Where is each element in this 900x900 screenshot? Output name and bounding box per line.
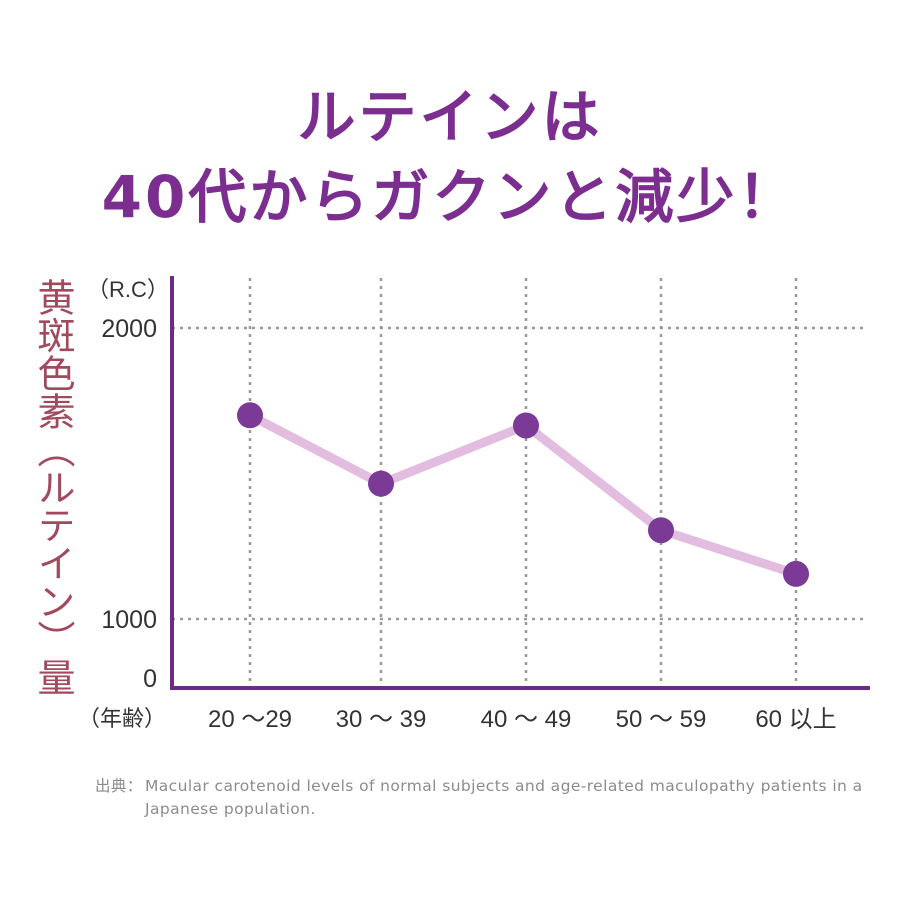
series-lutein [237, 402, 809, 587]
data-point-4 [648, 517, 674, 544]
data-point-1 [237, 402, 263, 429]
y-axis-label: 黄斑色素（ルテイン）量 [31, 278, 75, 696]
tick-labels: （R.C） （年齢） 2000 1000 0 20 ～29 30 ～ 39 40 ～ 49… [78, 277, 837, 733]
x-axis-unit: （年齢） [78, 706, 166, 731]
x-tick-label: 60 以上 [755, 706, 836, 733]
x-tick-label: 20 ～29 [208, 706, 292, 733]
source-text: Macular carotenoid levels of normal subj… [145, 777, 863, 818]
data-point-5 [783, 560, 809, 587]
chart-title-line-1: ルテインは [297, 83, 603, 151]
data-point-3 [513, 412, 539, 439]
x-tick-label: 50 ～ 59 [616, 706, 707, 733]
y-tick-label: 0 [143, 665, 157, 693]
x-tick-label: 30 ～ 39 [336, 706, 427, 733]
chart-title-line-2: 40代からガクンと減少！ [101, 163, 799, 231]
y-tick-label: 1000 [101, 606, 157, 634]
axes [170, 276, 870, 690]
y-tick-label: 2000 [101, 315, 157, 343]
y-axis-unit: （R.C） [87, 277, 169, 302]
x-tick-label: 40 ～ 49 [481, 706, 572, 733]
source-label: 出典： [95, 777, 143, 795]
data-point-2 [368, 470, 394, 497]
gridlines [172, 278, 866, 688]
series-line [245, 410, 801, 579]
